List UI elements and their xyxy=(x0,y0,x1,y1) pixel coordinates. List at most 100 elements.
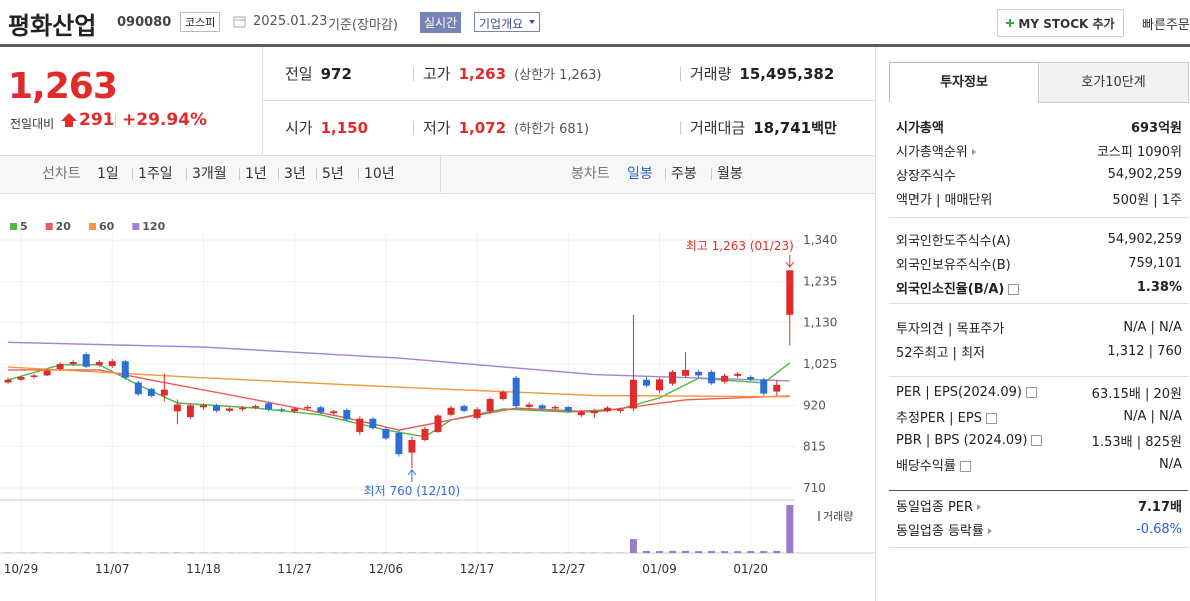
info-value: 1.53배 | 825원 xyxy=(1091,434,1182,450)
info-label-text: 액면가 | 매매단위 xyxy=(896,192,993,208)
legend-swatch xyxy=(45,223,53,230)
period-tab[interactable]: 월봉 xyxy=(717,166,743,182)
candle-body xyxy=(642,379,650,386)
candle-body xyxy=(265,403,273,410)
divider xyxy=(262,100,875,101)
candle-body xyxy=(186,405,194,418)
period-tab[interactable]: 일봉 xyxy=(627,166,653,182)
candle-body xyxy=(629,379,637,409)
x-tick-label: 01/09 xyxy=(642,562,677,576)
summary-value: 1,072 xyxy=(458,118,507,137)
arrow-icon xyxy=(987,528,992,534)
x-tick-label: 12/27 xyxy=(551,562,586,576)
help-icon[interactable] xyxy=(1008,283,1020,295)
info-value: N/A xyxy=(1159,456,1182,472)
candle-body xyxy=(95,362,103,366)
help-icon[interactable] xyxy=(1025,386,1037,398)
summary-label: 시가 xyxy=(285,119,313,137)
info-row: 추정PER | EPS N/A | N/A xyxy=(896,404,1182,428)
candle-body xyxy=(473,409,481,418)
info-label-text: 시가총액 xyxy=(896,120,944,136)
info-label: 52주최고 | 최저 xyxy=(896,342,985,361)
info-label: 동일업종 등락률 xyxy=(896,520,992,539)
tab[interactable]: 투자정보 xyxy=(889,62,1039,102)
plus-icon xyxy=(1006,19,1015,27)
tab[interactable]: 호가10단계 xyxy=(1038,62,1189,103)
info-value: 1.38% xyxy=(1136,279,1182,295)
candle-body xyxy=(421,428,429,440)
summary-label: 저가 xyxy=(423,119,451,137)
help-icon[interactable] xyxy=(985,412,997,424)
divider xyxy=(889,217,1188,218)
change-label: 전일대비 xyxy=(10,117,55,131)
divider xyxy=(239,168,240,180)
period-tab[interactable]: 주봉 xyxy=(671,166,697,182)
realtime-badge[interactable]: 실시간 xyxy=(420,12,462,33)
info-row: 외국인한도주식수(A) 54,902,259 xyxy=(896,227,1182,251)
dropdown-icon xyxy=(529,20,535,24)
x-tick-label: 10/29 xyxy=(4,562,39,576)
mystock-button[interactable]: MY STOCK 추가 xyxy=(997,9,1124,37)
candle-body xyxy=(121,361,129,378)
candle-body xyxy=(512,377,520,407)
info-value: N/A | N/A xyxy=(1123,319,1182,335)
help-icon[interactable] xyxy=(1031,434,1043,446)
candle-body xyxy=(382,428,390,439)
info-label-text: PER | EPS(2024.09) xyxy=(896,384,1022,400)
summary-cell: 저가 1,072 (하한가 681) xyxy=(423,101,589,154)
period-bar xyxy=(0,155,875,194)
summary-note: 백만 xyxy=(811,120,837,137)
volume-legend-swatch xyxy=(818,511,820,521)
divider xyxy=(413,121,414,135)
candle-body xyxy=(656,379,663,391)
summary-cell: 전일 972 xyxy=(285,47,352,100)
candle-body xyxy=(721,375,729,382)
overview-button[interactable]: 기업개요 xyxy=(474,12,540,32)
y-tick-label: 710 xyxy=(803,481,826,495)
info-row: PBR | BPS (2024.09) 1.53배 | 825원 xyxy=(896,428,1182,452)
info-label: 시가총액 xyxy=(896,117,944,136)
summary-note: (하한가 681) xyxy=(514,122,590,137)
volume-label: 거래량 xyxy=(823,510,853,523)
candle-body xyxy=(486,399,494,412)
candle-body xyxy=(603,407,611,412)
period-tab[interactable]: 10년 xyxy=(364,166,395,182)
y-tick-label: 1,025 xyxy=(803,357,837,371)
period-tab[interactable]: 1주일 xyxy=(138,166,173,182)
period-tab[interactable]: 3년 xyxy=(284,166,306,182)
info-label: 외국인한도주식수(A) xyxy=(896,230,1011,249)
y-tick-label: 1,340 xyxy=(803,233,837,247)
period-tab[interactable]: 1일 xyxy=(97,166,119,182)
stock-code: 090080 xyxy=(117,15,172,30)
candle-body xyxy=(590,410,598,414)
x-tick-label: 12/06 xyxy=(369,562,404,576)
period-tab[interactable]: 5년 xyxy=(322,166,344,182)
legend-label: 20 xyxy=(56,220,72,233)
period-tab[interactable]: 3개월 xyxy=(192,166,227,182)
candle-body xyxy=(525,404,533,407)
summary-label: 거래량 xyxy=(690,65,732,83)
candle-body xyxy=(239,407,247,410)
summary-cell: 고가 1,263 (상한가 1,263) xyxy=(423,47,601,100)
volume-bar xyxy=(747,551,755,553)
divider xyxy=(875,47,876,601)
quick-order[interactable]: 빠른주문 xyxy=(1142,18,1190,33)
divider xyxy=(413,67,414,81)
summary-value: 15,495,382 xyxy=(739,64,835,83)
candle-body xyxy=(17,376,25,380)
help-icon[interactable] xyxy=(959,460,971,472)
info-label-text: 배당수익률 xyxy=(896,458,956,474)
candle-body xyxy=(551,406,559,409)
legend-swatch xyxy=(88,223,96,230)
info-value: -0.68% xyxy=(1136,521,1182,537)
summary-value: 18,741 xyxy=(753,118,812,137)
price-chart: 1,340 1,235 1,130 1,025 920 815 710 10/29 11/07 1… xyxy=(0,220,875,576)
legend-label: 60 xyxy=(99,220,115,233)
info-row: 시가총액 693억원 xyxy=(896,114,1182,138)
period-tab[interactable]: 1년 xyxy=(245,166,267,182)
info-label-text: 52주최고 | 최저 xyxy=(896,345,985,361)
candle-body xyxy=(669,371,677,384)
volume-bar xyxy=(708,551,716,553)
info-label-text: 외국인보유주식수(B) xyxy=(896,257,1011,273)
